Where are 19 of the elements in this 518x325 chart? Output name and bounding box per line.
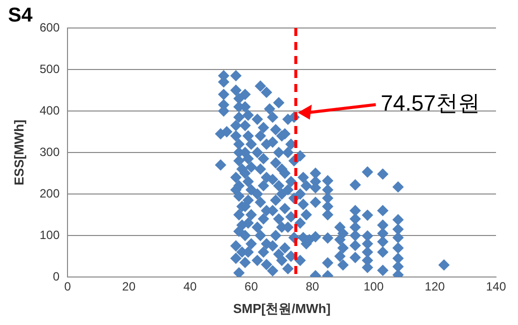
chart-title: S4 (8, 4, 34, 27)
y-tick-label: 300 (40, 144, 60, 159)
x-tick-label: 0 (64, 280, 72, 294)
x-tick-label: 80 (306, 280, 320, 294)
x-tick-label: 120 (424, 280, 446, 294)
x-tick-label: 60 (244, 280, 258, 294)
x-tick-label: 40 (183, 280, 198, 294)
x-tick-label: 20 (122, 280, 136, 294)
annotation: 74.57천원 (380, 90, 480, 116)
y-tick-label: 0 (52, 269, 60, 284)
y-tick-label: 100 (40, 228, 60, 242)
x-tick-label: 140 (486, 280, 506, 294)
y-tick-label: 600 (40, 20, 60, 34)
y-axis-title: ESS[MWh] (11, 120, 26, 186)
y-tick-label: 200 (40, 186, 60, 200)
x-tick-label: 100 (364, 280, 384, 294)
x-axis-title: SMP[천원/MWh] (233, 300, 331, 316)
y-tick-label: 500 (40, 62, 60, 76)
y-tick-label: 400 (40, 103, 60, 118)
